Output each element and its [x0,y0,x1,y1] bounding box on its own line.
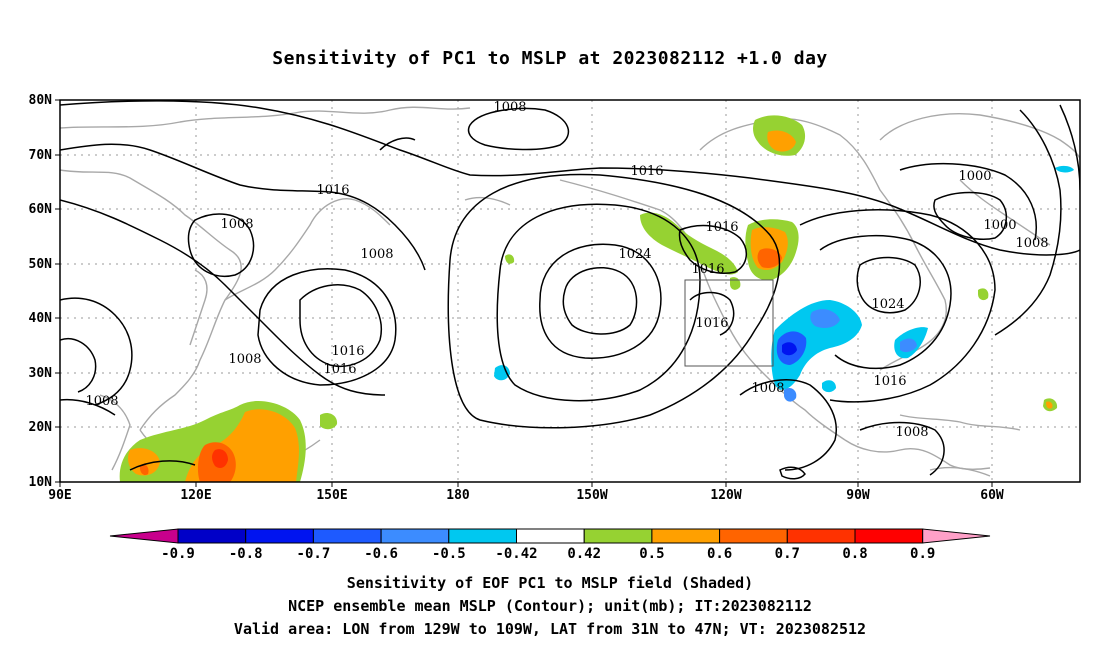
contour-label: 1008 [751,381,784,396]
lat-label: 70N [29,148,53,163]
colorbar-swatch [719,528,788,544]
colorbar-label: -0.5 [432,546,466,562]
shade-negative-mid [810,309,840,328]
lon-label: 150W [576,488,607,503]
latitude-labels: 80N 70N 60N 50N 40N 30N 20N 10N [29,93,53,490]
colorbar-swatch [245,528,314,544]
contour-label: 1008 [895,425,928,440]
lat-label: 10N [29,475,53,490]
contour-label: 1008 [360,247,393,262]
lat-label: 40N [29,311,53,326]
lat-label: 20N [29,420,53,435]
contour-labels: 1008 1016 1000 1000 1008 1016 1024 1016 … [85,100,1048,440]
shade-positive-small-np [505,254,515,264]
shade-negative-pacific [494,365,510,381]
shade-negative-mexico [784,387,797,402]
colorbar-label: 0.5 [639,546,664,562]
shade-positive-rockies-red [757,248,782,268]
sensitivity-shading [119,115,1074,482]
colorbar-extension-high [922,528,991,544]
contour-label: 1016 [316,183,349,198]
colorbar-label: -0.8 [229,546,263,562]
colorbar-label: -0.7 [297,546,331,562]
lat-label: 80N [29,93,53,108]
contour-label: 1016 [630,164,663,179]
caption-line-1: Sensitivity of EOF PC1 to MSLP field (Sh… [346,574,754,592]
colorbar-swatch [854,528,924,544]
lon-label: 180 [446,488,470,503]
lon-label: 150E [316,488,347,503]
shade-positive-small-red [139,464,149,475]
colorbar: -0.9 -0.8 -0.7 -0.6 -0.5 -0.42 0.42 0.5 0.6 0.7 0.… [109,528,991,562]
contour-label: 1016 [873,374,906,389]
shade-negative-deep [782,342,797,356]
colorbar-swatch [380,528,450,544]
colorbar-label: -0.9 [161,546,195,562]
contour-label: 1024 [871,297,904,312]
colorbar-label: -0.42 [495,546,537,562]
lon-label: 120W [710,488,741,503]
contour-label: 1016 [695,316,728,331]
shade-positive-small-pacific [320,413,338,430]
caption-line-2: NCEP ensemble mean MSLP (Contour); unit(… [288,597,812,615]
contour-label: 1016 [691,262,724,277]
contour-label: 1008 [1015,236,1048,251]
lat-label: 60N [29,202,53,217]
shade-positive-orange-small [128,448,160,476]
caption-line-3: Valid area: LON from 129W to 109W, LAT f… [233,620,867,638]
map-frame [59,99,1081,483]
lat-label: 30N [29,366,53,381]
contour-label: 1000 [983,218,1016,233]
axis-ticks [55,99,993,487]
shade-negative-small [822,380,836,393]
valid-area-box [684,279,774,367]
colorbar-label: 0.7 [775,546,800,562]
colorbar-swatch [786,528,856,544]
contour-label: 1016 [705,220,738,235]
shade-negative-labrador [1055,165,1074,173]
shade-positive-west-coast [640,212,738,275]
lat-label: 50N [29,257,53,272]
shade-positive-red [212,449,228,468]
shade-negative-gulf-core [900,338,917,353]
contour-label: 1008 [220,217,253,232]
colorbar-label: 0.6 [707,546,732,562]
colorbar-label: 0.42 [567,546,601,562]
colorbar-extension-low [109,528,179,544]
shade-positive-atlantic-core [1046,401,1053,409]
colorbar-swatch [516,528,585,544]
colorbar-label: -0.6 [364,546,398,562]
colorbar-label: 0.8 [842,546,867,562]
lon-label: 90E [48,488,71,503]
contour-label: 1000 [958,169,991,184]
colorbar-swatch [177,528,247,544]
colorbar-swatch [651,528,721,544]
contour-label: 1016 [323,362,356,377]
contour-label: 1024 [618,247,651,262]
colorbar-swatch [448,528,517,544]
contour-label: 1008 [228,352,261,367]
lon-label: 120E [180,488,211,503]
colorbar-swatch [312,528,382,544]
chart-title: Sensitivity of PC1 to MSLP at 2023082112… [272,48,828,69]
shade-positive-arctic-orange [767,130,796,152]
shade-positive-atlantic [978,288,989,301]
coastlines [60,106,1080,480]
longitude-labels: 90E 120E 150E 180 150W 120W 90W 60W [48,488,1004,503]
contour-label: 1008 [85,394,118,409]
lon-label: 60W [980,488,1004,503]
contour-label: 1016 [331,344,364,359]
contour-label: 1008 [493,100,526,115]
shade-negative-light [771,300,862,390]
mslp-contours [60,100,1080,480]
colorbar-swatch [583,528,653,544]
lon-label: 90W [846,488,870,503]
colorbar-label: 0.9 [910,546,935,562]
